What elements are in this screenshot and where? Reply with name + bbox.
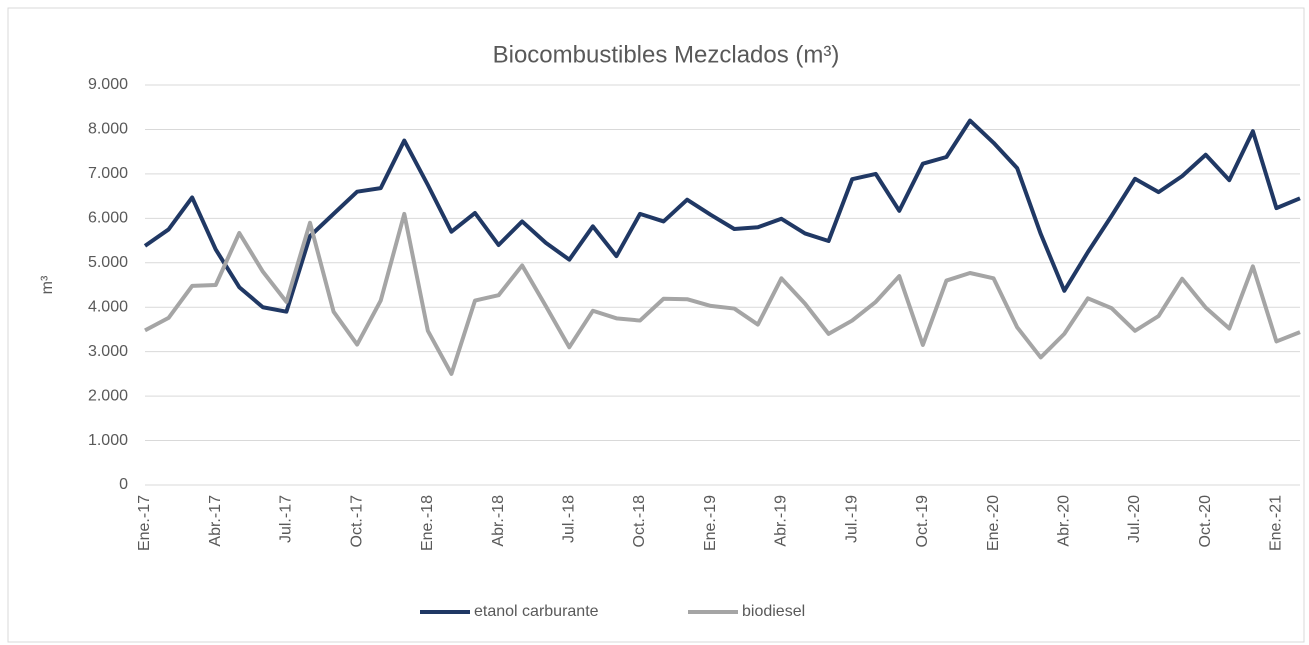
y-tick-label: 9.000 xyxy=(88,76,128,93)
y-tick-label: 1.000 xyxy=(88,432,128,449)
x-tick-label: Oct.-19 xyxy=(914,495,931,548)
y-tick-label: 2.000 xyxy=(88,387,128,404)
x-tick-label: Abr.-19 xyxy=(773,495,790,547)
x-tick-label: Jul.-17 xyxy=(278,495,295,543)
x-tick-label: Oct.-18 xyxy=(631,495,648,548)
x-tick-label: Jul.-18 xyxy=(561,495,578,543)
series-line xyxy=(144,211,1301,376)
y-tick-label: 8.000 xyxy=(88,121,128,138)
legend-label: biodiesel xyxy=(742,603,805,620)
x-tick-label: Ene.-21 xyxy=(1268,495,1285,551)
series-line xyxy=(143,118,1301,314)
chart-border xyxy=(7,7,1305,643)
x-tick-label: Abr.-18 xyxy=(490,495,507,547)
x-tick-label: Oct.-20 xyxy=(1197,495,1214,548)
x-tick-label: Ene.-17 xyxy=(136,495,153,551)
y-tick-label: 6.000 xyxy=(88,210,128,227)
x-tick-label: Ene.-18 xyxy=(419,495,436,551)
x-tick-label: Jul.-20 xyxy=(1126,495,1143,543)
x-tick-label: Jul.-19 xyxy=(843,495,860,543)
y-tick-label: 5.000 xyxy=(88,254,128,271)
y-tick-label: 3.000 xyxy=(88,343,128,360)
x-tick-label: Ene.-20 xyxy=(985,495,1002,551)
y-axis-label: m³ xyxy=(39,275,56,294)
y-tick-label: 0 xyxy=(119,476,128,493)
y-tick-label: 7.000 xyxy=(88,165,128,182)
legend-label: etanol carburante xyxy=(474,603,599,620)
x-tick-label: Abr.-17 xyxy=(207,495,224,547)
chart-title: Biocombustibles Mezclados (m³) xyxy=(493,41,840,68)
x-tick-label: Oct.-17 xyxy=(348,495,365,548)
x-tick-label: Abr.-20 xyxy=(1056,495,1073,547)
y-tick-label: 4.000 xyxy=(88,298,128,315)
x-tick-label: Ene.-19 xyxy=(702,495,719,551)
